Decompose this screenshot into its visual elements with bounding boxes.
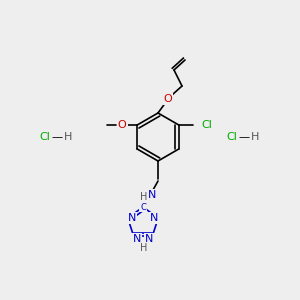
Text: H: H bbox=[64, 132, 72, 142]
Text: O: O bbox=[118, 120, 127, 130]
Text: N: N bbox=[148, 190, 156, 200]
Text: Cl: Cl bbox=[40, 132, 50, 142]
Text: N: N bbox=[132, 234, 141, 244]
Text: H: H bbox=[251, 132, 259, 142]
Text: Cl: Cl bbox=[226, 132, 237, 142]
Text: C: C bbox=[140, 202, 146, 211]
Text: N: N bbox=[128, 213, 136, 223]
Text: Cl: Cl bbox=[201, 120, 212, 130]
Text: —: — bbox=[238, 132, 250, 142]
Text: H: H bbox=[140, 243, 147, 253]
Text: N: N bbox=[145, 234, 154, 244]
Text: H: H bbox=[140, 192, 148, 202]
Text: —: — bbox=[51, 132, 63, 142]
Text: O: O bbox=[164, 94, 172, 104]
Text: N: N bbox=[150, 213, 158, 223]
